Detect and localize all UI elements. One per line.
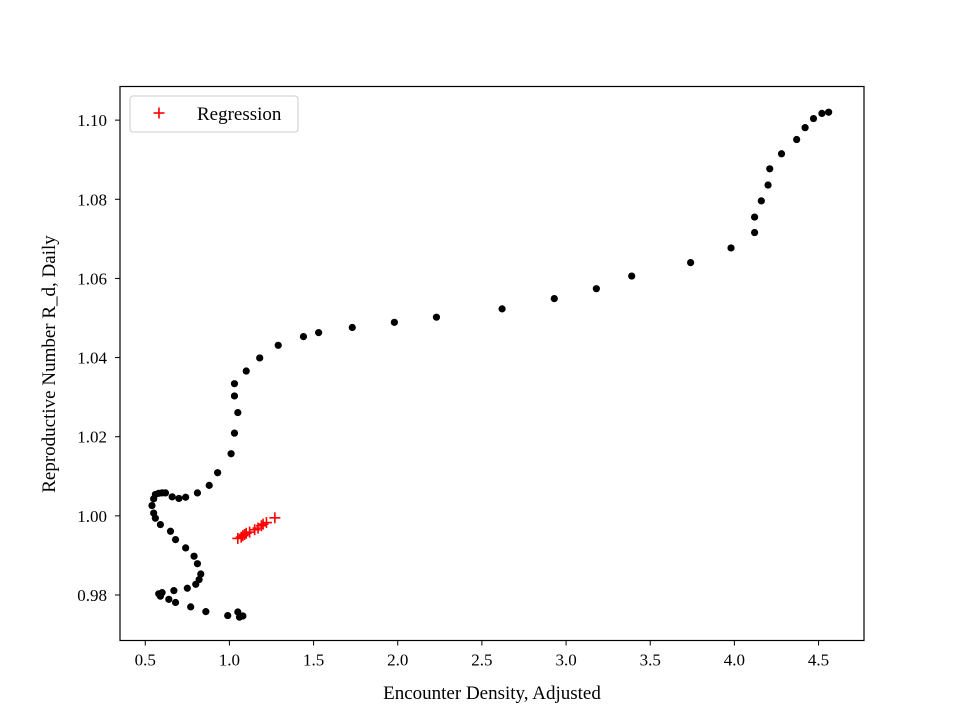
data-point bbox=[171, 535, 180, 544]
plot-frame bbox=[119, 85, 865, 642]
data-point bbox=[195, 575, 203, 584]
data-point bbox=[171, 598, 180, 607]
legend-label-regression: Regression bbox=[197, 104, 282, 125]
x-tick-label: 4.5 bbox=[808, 651, 829, 670]
data-point bbox=[592, 285, 600, 293]
data-point bbox=[628, 272, 636, 280]
data-point bbox=[187, 603, 195, 611]
data-point bbox=[156, 520, 164, 529]
data-point bbox=[170, 587, 178, 595]
data-point bbox=[158, 589, 166, 597]
data-point bbox=[239, 612, 247, 620]
data-point bbox=[757, 197, 765, 205]
data-point bbox=[234, 608, 242, 616]
data-point bbox=[750, 213, 759, 221]
legend-plus-marker bbox=[153, 107, 165, 119]
data-point bbox=[230, 392, 239, 400]
data-point bbox=[390, 318, 398, 326]
x-tick-label: 1.0 bbox=[219, 651, 240, 670]
y-axis-label: Reproductive Number R_d, Daily bbox=[39, 235, 60, 493]
data-point bbox=[242, 367, 250, 375]
data-point bbox=[766, 165, 774, 173]
data-point bbox=[161, 489, 170, 497]
data-point bbox=[183, 584, 191, 592]
x-tick-label: 3.5 bbox=[640, 651, 661, 670]
data-point bbox=[777, 150, 786, 158]
data-point bbox=[182, 493, 190, 501]
regression-point bbox=[260, 517, 272, 529]
x-tick-label: 0.5 bbox=[135, 651, 156, 670]
data-point bbox=[550, 295, 558, 303]
regression-point bbox=[269, 512, 281, 524]
data-point bbox=[197, 570, 205, 578]
regression-point bbox=[239, 528, 251, 540]
data-point bbox=[148, 501, 156, 510]
data-point bbox=[182, 544, 190, 552]
data-point bbox=[299, 332, 308, 341]
data-point bbox=[793, 135, 801, 144]
x-tick-label: 4.0 bbox=[724, 651, 745, 670]
y-tick-label: 1.08 bbox=[77, 190, 107, 209]
data-point bbox=[224, 611, 232, 620]
y-axis-ticks: 0.98 1.00 1.02 1.04 1.06 1.08 1.10 bbox=[77, 111, 120, 605]
x-tick-label: 2.0 bbox=[387, 651, 408, 670]
data-point bbox=[818, 109, 826, 118]
data-point bbox=[348, 323, 356, 332]
data-point bbox=[165, 595, 173, 603]
x-axis-label: Encounter Density, Adjusted bbox=[383, 683, 601, 704]
data-point bbox=[168, 493, 176, 501]
x-axis-ticks: 0.5 1.0 1.5 2.0 2.5 3.0 3.5 4.0 4.5 bbox=[135, 640, 829, 670]
data-point bbox=[727, 244, 735, 252]
data-point bbox=[750, 228, 759, 237]
regression-point bbox=[244, 526, 256, 538]
data-point bbox=[230, 380, 239, 388]
data-point bbox=[687, 258, 695, 267]
data-point bbox=[256, 354, 264, 362]
data-point bbox=[214, 469, 222, 477]
data-point bbox=[764, 181, 772, 189]
data-marks bbox=[148, 108, 833, 621]
legend-marker-plus bbox=[153, 107, 165, 119]
data-point bbox=[315, 329, 323, 337]
data-point bbox=[274, 341, 282, 349]
data-point bbox=[205, 481, 213, 489]
data-point bbox=[230, 429, 239, 437]
data-point bbox=[202, 608, 210, 616]
legend-box bbox=[129, 95, 299, 133]
y-tick-label: 1.10 bbox=[77, 111, 107, 130]
data-point bbox=[227, 450, 235, 458]
y-tick-label: 1.06 bbox=[77, 269, 107, 288]
data-point bbox=[432, 313, 441, 321]
y-tick-label: 0.98 bbox=[77, 586, 107, 605]
data-point bbox=[150, 509, 158, 517]
data-point bbox=[175, 494, 183, 503]
data-point bbox=[809, 114, 818, 123]
data-point bbox=[234, 408, 242, 417]
x-tick-label: 3.0 bbox=[555, 651, 576, 670]
y-tick-label: 1.02 bbox=[77, 428, 107, 447]
data-point bbox=[166, 527, 175, 535]
data-point bbox=[801, 124, 809, 132]
x-tick-label: 1.5 bbox=[303, 651, 324, 670]
x-tick-label: 2.5 bbox=[471, 651, 492, 670]
data-point bbox=[193, 560, 202, 568]
legend: Regression bbox=[129, 95, 299, 133]
y-tick-label: 1.04 bbox=[77, 349, 107, 368]
data-point bbox=[193, 489, 202, 497]
data-point bbox=[498, 305, 506, 313]
data-point bbox=[825, 108, 833, 116]
data-point bbox=[190, 552, 198, 560]
y-tick-label: 1.00 bbox=[77, 507, 107, 526]
